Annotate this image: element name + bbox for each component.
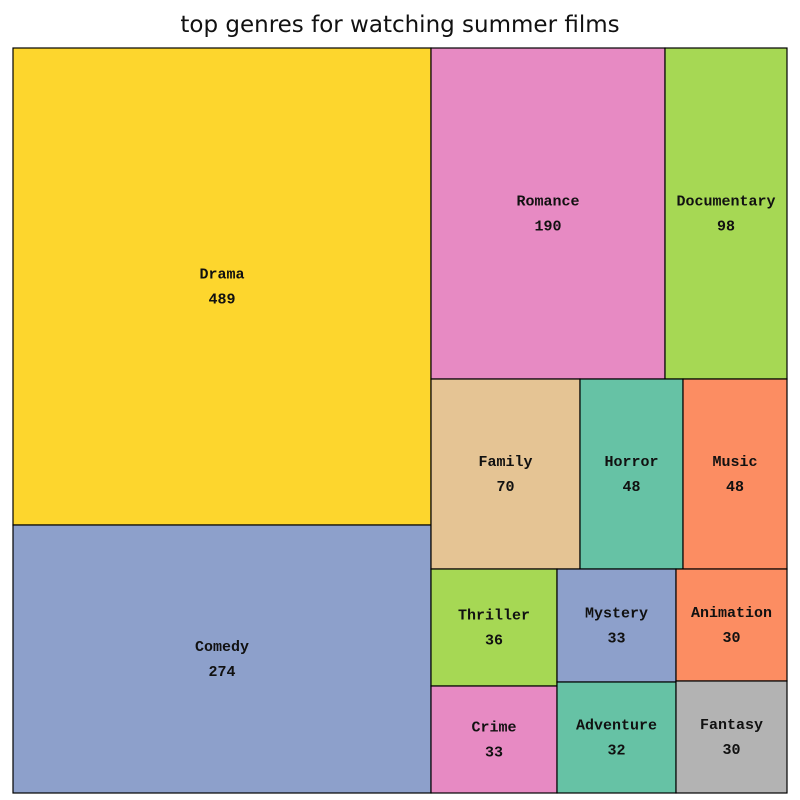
tile-label-drama: Drama [199,267,244,284]
tile-rect-fantasy [675,680,788,794]
tile-label-horror: Horror [604,454,658,471]
tile-thriller: Thriller 36 [430,568,558,687]
tile-rect-adventure [556,681,677,794]
tile-value-horror: 48 [622,479,640,496]
tile-horror: Horror 48 [579,378,684,570]
tile-label-documentary: Documentary [676,194,775,211]
tile-label-adventure: Adventure [576,718,657,735]
tile-romance: Romance 190 [430,47,666,380]
tile-label-mystery: Mystery [585,606,648,623]
tile-label-crime: Crime [471,720,516,737]
tile-rect-music [682,378,788,570]
tile-label-animation: Animation [691,605,772,622]
tile-value-mystery: 33 [607,631,625,648]
tile-value-music: 48 [726,479,744,496]
tile-documentary: Documentary 98 [664,47,788,380]
tile-rect-thriller [430,568,558,687]
tile-animation: Animation 30 [675,568,788,682]
tile-adventure: Adventure 32 [556,681,677,794]
tile-rect-documentary [664,47,788,380]
tile-rect-drama [12,47,432,526]
tile-fantasy: Fantasy 30 [675,680,788,794]
tile-label-fantasy: Fantasy [700,717,763,734]
tile-label-music: Music [712,454,757,471]
tile-value-documentary: 98 [717,219,735,236]
tile-rect-animation [675,568,788,682]
tile-label-family: Family [478,454,532,471]
tile-value-animation: 30 [722,630,740,647]
tile-rect-family [430,378,581,570]
tile-mystery: Mystery 33 [556,568,677,683]
tile-label-romance: Romance [516,194,579,211]
tile-value-thriller: 36 [485,633,503,650]
tile-rect-comedy [12,524,432,794]
tile-value-drama: 489 [208,292,235,309]
tile-value-comedy: 274 [208,664,235,681]
tile-value-crime: 33 [485,745,503,762]
chart-title: top genres for watching summer films [180,12,620,38]
tile-label-comedy: Comedy [195,639,249,656]
tile-value-family: 70 [496,479,514,496]
tile-value-fantasy: 30 [722,742,740,759]
tile-music: Music 48 [682,378,788,570]
tile-rect-horror [579,378,684,570]
tile-drama: Drama 489 [12,47,432,526]
tile-crime: Crime 33 [430,685,558,794]
tile-label-thriller: Thriller [458,608,530,625]
tile-rect-mystery [556,568,677,683]
tile-rect-crime [430,685,558,794]
tile-comedy: Comedy 274 [12,524,432,794]
tile-value-romance: 190 [534,219,561,236]
tile-value-adventure: 32 [607,743,625,760]
tile-rect-romance [430,47,666,380]
tile-family: Family 70 [430,378,581,570]
